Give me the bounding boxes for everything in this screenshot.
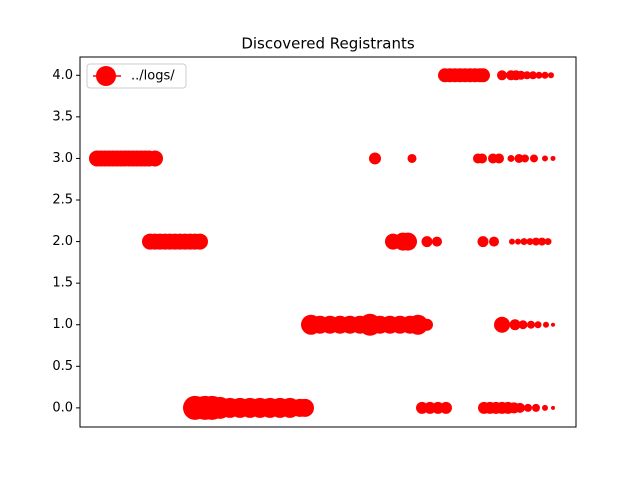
scatter-point (432, 236, 442, 247)
scatter-point (538, 237, 546, 246)
scatter-point (534, 321, 542, 329)
scatter-point (529, 71, 537, 80)
scatter-point (494, 316, 510, 333)
scatter-point (476, 68, 490, 83)
scatter-point (526, 238, 534, 246)
y-tick-label: 0.5 (52, 359, 73, 374)
scatter-point (440, 401, 452, 414)
scatter-point (477, 153, 487, 164)
scatter-point (514, 153, 524, 163)
scatter-point (147, 150, 163, 167)
scatter-point (296, 398, 314, 417)
legend: ../logs/ (86, 63, 187, 89)
scatter-point (408, 314, 428, 335)
y-tick-label: 1.5 (52, 276, 73, 291)
scatter-point (532, 403, 540, 412)
scatter-point (509, 238, 515, 245)
scatter-point (509, 319, 521, 331)
scatter-point (523, 71, 531, 80)
scatter-point (543, 321, 549, 328)
scatter-point (551, 405, 555, 410)
scatter-point (516, 70, 526, 80)
scatter-point (515, 238, 521, 245)
scatter-point (489, 236, 499, 247)
scatter-point (518, 320, 528, 330)
scatter-point (527, 320, 535, 329)
scatter-point (477, 236, 489, 248)
plot-area (89, 68, 556, 420)
scatter-point (524, 403, 532, 412)
y-tick-label: 0.0 (52, 400, 73, 415)
chart-title: Discovered Registrants (241, 35, 415, 53)
scatter-point (497, 70, 507, 81)
legend-marker (96, 66, 116, 86)
scatter-point (407, 153, 417, 163)
scatter-point (507, 154, 515, 162)
scatter-point (542, 404, 548, 411)
scatter-point (520, 238, 528, 246)
y-tick-label: 3.0 (52, 151, 73, 166)
scatter-point (535, 71, 543, 79)
scatter-point (548, 72, 554, 79)
scatter-point (494, 153, 504, 164)
scatter-point (532, 237, 540, 246)
scatter-point (399, 232, 417, 251)
scatter-point (544, 238, 552, 246)
scatter-point (421, 318, 433, 331)
scatter-point (541, 71, 549, 79)
scatter-point (542, 155, 548, 162)
y-tick-label: 2.0 (52, 234, 73, 249)
legend-label: ../logs/ (131, 69, 175, 84)
scatter-point (421, 236, 433, 248)
y-tick-label: 4.0 (52, 68, 73, 83)
scatter-point (369, 152, 381, 165)
scatter-point (530, 154, 538, 163)
y-tick-label: 3.5 (52, 109, 73, 124)
y-tick-label: 2.5 (52, 193, 73, 208)
scatter-point (550, 155, 556, 161)
y-tick-label: 1.0 (52, 317, 73, 332)
scatter-point (515, 402, 525, 413)
scatter-point (551, 322, 555, 327)
scatter-point (192, 233, 208, 250)
scatter-point (521, 154, 529, 163)
